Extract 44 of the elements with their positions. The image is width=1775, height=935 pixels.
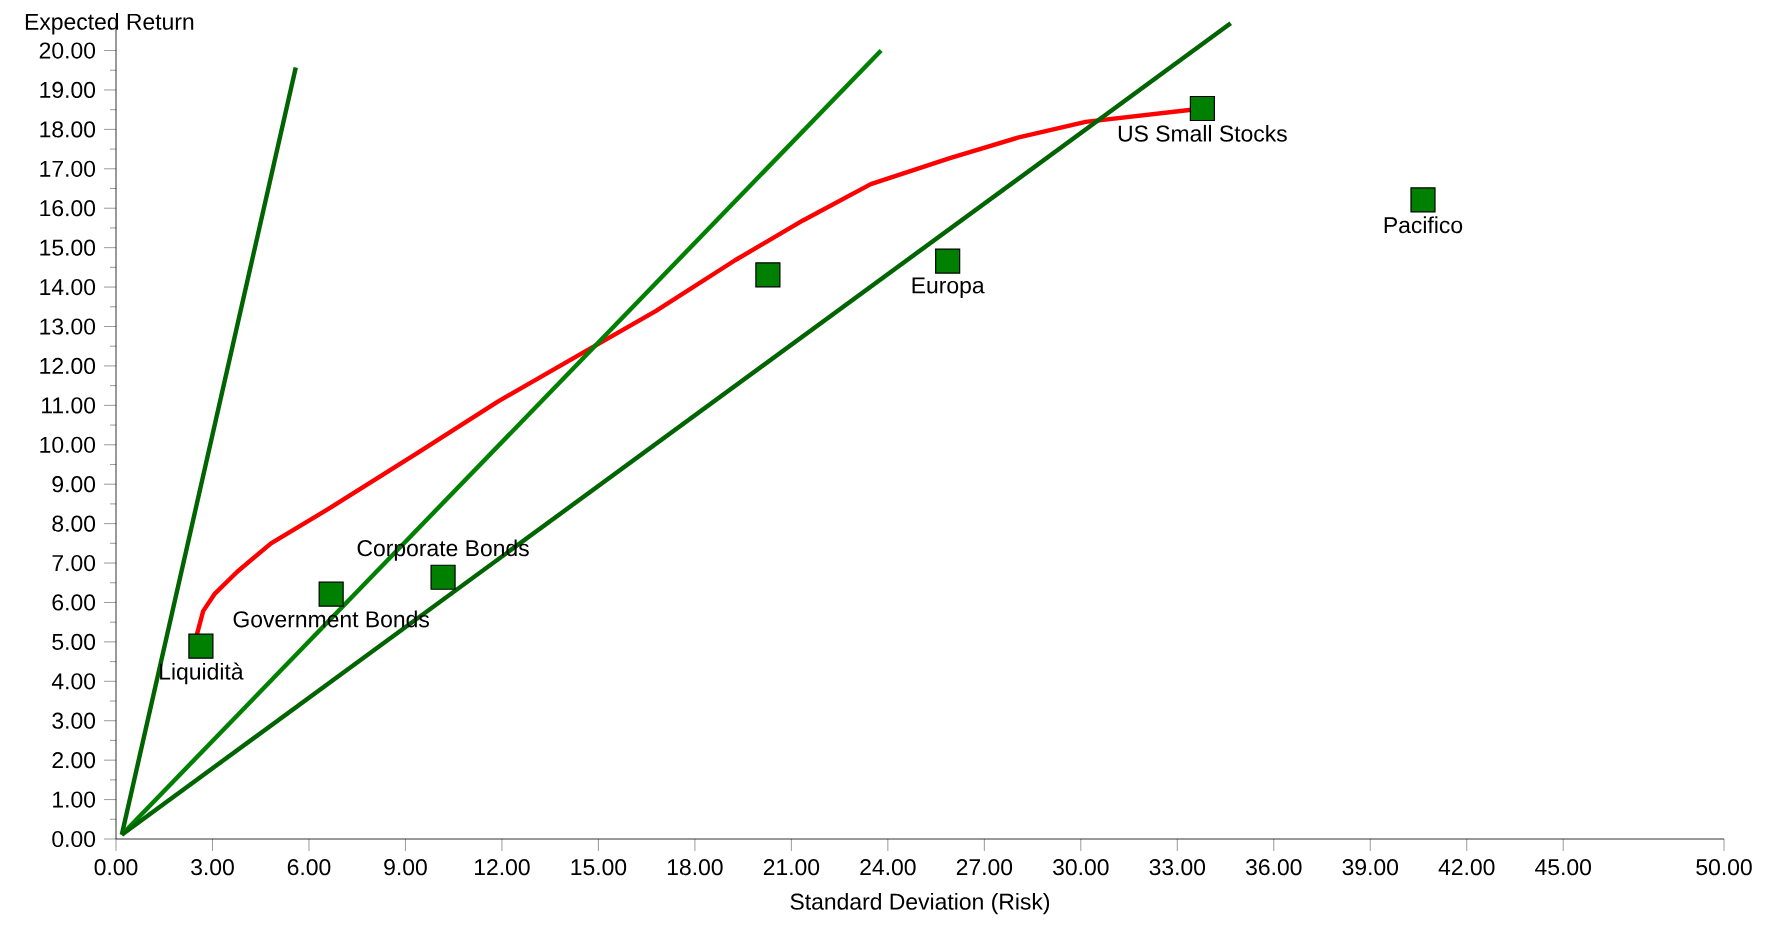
x-tick-label: 0.00 [94, 859, 138, 876]
y-tick-label: 20.00 [39, 42, 96, 59]
annotation: US Small Stocks [1118, 124, 1287, 142]
x-tick-label: 33.00 [1149, 859, 1206, 876]
annotation: Pacifico [1384, 216, 1463, 234]
y-tick-label: 2.00 [52, 752, 96, 769]
x-tick-label: 50.00 [1696, 859, 1752, 876]
annotation: Europa [912, 277, 985, 298]
y-tick-label: 12.00 [40, 357, 96, 375]
x-tick-label: 39.00 [1342, 859, 1399, 876]
y-tick-label: 9.00 [52, 476, 96, 493]
x-tick-label: 12.00 [475, 859, 530, 876]
y-tick-label: 1.00 [53, 791, 96, 808]
y-tick-label: 16.00 [40, 200, 96, 217]
y-tick-label: 8.00 [52, 515, 96, 532]
y-tick-label: 4.00 [51, 673, 96, 690]
y-tick-label: 13.00 [40, 318, 96, 335]
y-axis-title: Expected Return [25, 13, 194, 35]
x-axis-title: Standard Deviation (Risk) [790, 892, 1050, 915]
y-tick-label: 14.00 [40, 278, 96, 296]
annotation: Liquidità [160, 662, 244, 685]
y-tick-label: 17.00 [40, 160, 96, 177]
y-tick-label: 11.00 [42, 397, 96, 414]
y-tick-label: 15.00 [40, 239, 96, 256]
x-tick-label: 36.00 [1245, 859, 1302, 876]
y-tick-label: 3.00 [52, 712, 96, 729]
x-tick-label: 42.00 [1438, 859, 1495, 876]
y-tick-label: 6.00 [52, 594, 96, 611]
x-tick-label: 18.00 [667, 859, 723, 876]
y-tick-label: 5.00 [52, 633, 96, 650]
x-tick-label: 24.00 [860, 859, 916, 876]
y-tick-label: 10.00 [40, 436, 96, 453]
x-tick-label: 9.00 [384, 859, 427, 876]
y-tick-label: 7.00 [52, 554, 96, 572]
x-tick-label: 45.00 [1535, 859, 1591, 876]
x-tick-label: 6.00 [287, 859, 331, 876]
y-tick-label: 0.00 [52, 830, 96, 848]
y-tick-label: 19.00 [40, 81, 96, 99]
x-tick-label: 27.00 [956, 859, 1013, 876]
x-tick-label: 30.00 [1053, 859, 1109, 876]
x-tick-label: 21.00 [763, 859, 820, 876]
y-tick-label: 18.00 [40, 121, 96, 138]
x-tick-label: 15.00 [571, 859, 627, 876]
x-tick-label: 3.00 [191, 859, 234, 876]
